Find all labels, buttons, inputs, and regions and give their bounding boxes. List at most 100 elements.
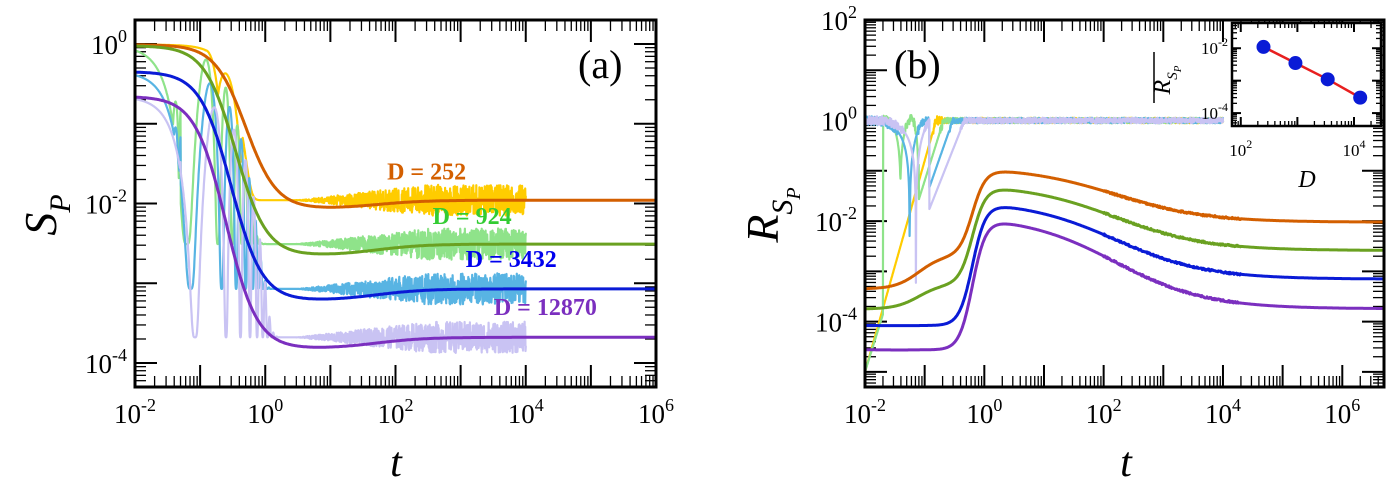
x-tick-label-2: 102 [1086,395,1122,429]
label-d-3: D = 12870 [494,295,597,321]
frame-a [133,18,658,389]
panel-b: 10-2 100 102 104 10610-410-2100102(b)tRSP102… [737,2,1386,482]
x-tick-exponent-3: 4 [535,395,544,415]
x-tick-exponent-2: 2 [1113,395,1122,415]
x-tick-label-4: 106 [638,395,674,429]
x-tick-mantissa-1: 10 [1342,141,1359,160]
x-tick-label-1: 104 [1342,137,1365,160]
curve-b-0 [865,170,1384,291]
y-tick-label-1: 10-2 [815,203,857,237]
y-axis-label-a: SP [15,194,77,235]
x-tick-label-3: 104 [1205,395,1241,429]
y-tick-mantissa-1: 10 [85,190,112,220]
curve-b-3 [865,222,1384,352]
light-curve-b-3 [865,115,1225,284]
x-tick-mantissa-0: 10 [1229,141,1246,160]
y-tick-mantissa-2: 10 [821,107,848,137]
x-tick-mantissa-4: 10 [638,399,665,429]
x-axis-label-b: t [1120,440,1133,482]
x-tick-mantissa-2: 10 [378,399,405,429]
x-tick-label-0: 10-2 [114,395,156,429]
x-tick-mantissa-3: 10 [508,399,535,429]
x-tick-exponent-0: -2 [871,395,886,415]
x-tick-label-3: 104 [508,395,544,429]
y-tick-exponent-2: 0 [848,103,857,123]
y-tick-mantissa-0: 10 [85,349,112,379]
y-tick-mantissa-2: 10 [91,30,118,60]
x-tick-exponent-4: 6 [665,395,674,415]
inset-fit-line [1262,45,1361,99]
x-tick-exponent-1: 0 [993,395,1002,415]
frame-b [863,18,1386,389]
y-tick-exponent-0: -4 [112,345,127,365]
x-tick-exponent-2: 2 [405,395,414,415]
y-tick-label-2: 100 [91,26,127,60]
x-axis-label-a: t [390,440,403,482]
y-label-sub-b: S [766,200,799,215]
inset-point-2 [1320,72,1335,87]
y-tick-mantissa-0: 10 [1201,104,1218,123]
y-tick-mantissa-1: 10 [815,207,842,237]
y-tick-exponent-3: 2 [848,2,857,22]
y-tick-exponent-1: -2 [112,186,127,206]
x-tick-mantissa-1: 10 [966,399,993,429]
y-tick-exponent-1: -2 [1218,35,1228,49]
x-tick-label-0: 102 [1229,137,1252,160]
curve-3 [135,95,656,349]
inset-y-subsub: P [1172,65,1184,73]
y-tick-mantissa-1: 10 [1201,39,1218,58]
label-d-2: D = 3432 [466,247,557,273]
light-curve-0 [135,43,527,217]
inset-point-0 [1256,39,1271,54]
y-tick-exponent-0: -4 [842,304,857,324]
curve-2 [135,70,656,301]
y-label-main-b: R [737,215,788,244]
x-tick-mantissa-3: 10 [1205,399,1232,429]
x-tick-label-1: 100 [247,395,283,429]
curve-0 [135,43,656,209]
x-tick-exponent-0: 2 [1246,137,1252,151]
y-axis-label-b: RSP [737,187,805,243]
x-tick-label-0: 10-2 [844,395,886,429]
y-tick-mantissa-3: 10 [821,6,848,36]
label-d-1: D = 924 [433,204,512,230]
curve-b-2 [865,206,1384,328]
inset-point-1 [1288,56,1303,71]
inset-x-label: D [1297,167,1315,193]
inset-y-label: RSP [1150,65,1184,95]
x-tick-exponent-0: -2 [141,395,156,415]
x-tick-mantissa-1: 10 [247,399,274,429]
y-tick-label-0: 10-4 [85,345,127,379]
x-tick-mantissa-0: 10 [114,399,141,429]
x-tick-exponent-1: 4 [1359,137,1365,151]
panel-label-a: (a) [578,42,622,87]
y-tick-exponent-2: 0 [118,26,127,46]
inset-frame [1230,21,1383,128]
light-curve-1 [135,49,527,261]
x-tick-label-4: 106 [1324,395,1360,429]
x-tick-exponent-3: 4 [1232,395,1241,415]
inset-point-3 [1353,90,1368,105]
y-tick-label-2: 100 [821,103,857,137]
y-tick-label-0: 10-4 [815,304,857,338]
inset-bg [1232,23,1381,126]
inset-y-main: R [1150,79,1176,95]
y-tick-label-1: 10-2 [1201,35,1228,58]
x-tick-mantissa-4: 10 [1324,399,1351,429]
curve-1 [135,44,656,256]
y-tick-label-0: 10-4 [1201,100,1228,123]
x-tick-label-2: 102 [378,395,414,429]
x-tick-mantissa-2: 10 [1086,399,1113,429]
y-label-main-a: S [15,213,66,236]
y-label-sub-a: P [44,194,77,213]
y-label-subsub-b: P [783,187,805,200]
light-curve-2 [135,74,527,306]
y-tick-exponent-0: -4 [1218,100,1228,114]
axis-ticks [134,19,657,388]
curve-b-1 [865,188,1384,311]
x-tick-mantissa-0: 10 [844,399,871,429]
y-tick-label-1: 10-2 [85,186,127,220]
y-tick-mantissa-0: 10 [815,308,842,338]
x-tick-label-1: 100 [966,395,1002,429]
